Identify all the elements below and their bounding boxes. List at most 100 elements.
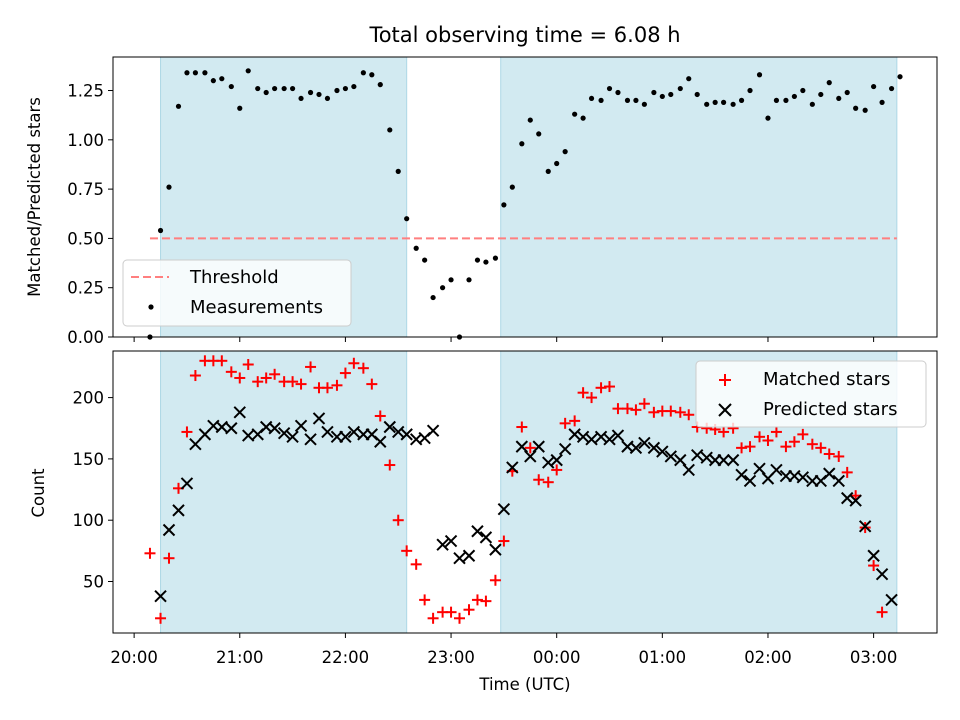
matched-star-point <box>480 595 492 607</box>
measurement-point <box>387 127 393 133</box>
predicted-star-point <box>585 433 598 446</box>
predicted-star-point <box>770 463 783 477</box>
measurement-point <box>809 101 815 107</box>
measurement-point <box>686 76 692 82</box>
predicted-star-point <box>180 477 194 490</box>
measurement-point <box>377 82 383 88</box>
matched-star-point <box>189 370 201 382</box>
predicted-star-point <box>849 494 862 507</box>
matched-star-point <box>876 606 888 618</box>
measurement-point <box>844 89 850 96</box>
predicted-star-point <box>638 436 651 450</box>
measurement-point <box>430 294 436 301</box>
measurement-point <box>773 97 780 103</box>
measurement-point <box>263 89 269 96</box>
matched-star-point <box>392 514 404 526</box>
x-tick-label: 21:00 <box>216 648 264 667</box>
measurement-point <box>730 101 736 107</box>
measurement-point <box>351 83 357 90</box>
measurement-point <box>422 257 428 263</box>
matched-star-point <box>471 594 483 606</box>
matched-star-point <box>604 381 616 393</box>
measurement-point <box>413 245 419 251</box>
measurement-point <box>404 216 410 222</box>
measurement-point <box>175 103 182 109</box>
predicted-star-point <box>885 593 898 607</box>
matched-star-point <box>419 594 431 606</box>
predicted-star-point <box>400 428 413 441</box>
y-tick-label: 0.50 <box>67 229 104 248</box>
predicted-star-point <box>823 467 836 480</box>
measurement-point <box>448 277 454 283</box>
matched-star-point <box>427 612 439 624</box>
matched-star-point <box>744 441 756 453</box>
measurement-point <box>712 99 718 105</box>
measurement-point <box>501 202 507 208</box>
matched-star-point <box>155 612 167 624</box>
predicted-star-point <box>426 424 440 437</box>
predicted-star-point <box>743 474 757 488</box>
predicted-star-point <box>735 468 748 482</box>
predicted-star-point <box>726 453 740 467</box>
chart-title: Total observing time = 6.08 h <box>368 23 680 47</box>
measurement-point <box>888 85 895 92</box>
matched-star-point <box>242 358 254 370</box>
predicted-star-point <box>225 422 238 435</box>
measurement-point <box>826 80 832 86</box>
matched-star-point <box>736 442 748 454</box>
matched-star-point <box>770 426 782 438</box>
predicted-star-point <box>321 425 334 439</box>
matched-star-point <box>595 382 607 394</box>
predicted-star-point <box>550 453 563 467</box>
matched-star-point <box>841 466 853 478</box>
measurement-point <box>202 70 208 76</box>
predicted-star-point <box>858 520 872 533</box>
x-tick-label: 03:00 <box>850 648 898 667</box>
matched-star-point <box>384 459 396 471</box>
measurement-point <box>897 74 903 80</box>
measurement-point <box>580 115 586 121</box>
matched-star-point <box>806 438 818 450</box>
predicted-star-point <box>690 449 704 462</box>
measurement-point <box>369 72 375 78</box>
predicted-star-point <box>462 549 476 562</box>
predicted-star-point <box>277 426 291 440</box>
measurement-point <box>651 89 657 96</box>
measurement-point <box>289 85 296 92</box>
matched-star-point <box>823 448 835 460</box>
predicted-star-point <box>717 453 730 467</box>
measurement-point <box>255 85 261 92</box>
predicted-star-point <box>453 552 466 565</box>
predicted-star-point <box>664 450 677 463</box>
measurement-point <box>324 95 331 102</box>
predicted-star-point <box>682 463 695 477</box>
measurement-point <box>474 257 481 263</box>
measurement-point <box>281 85 287 92</box>
x-tick-label: 01:00 <box>639 648 687 667</box>
matched-star-point <box>524 442 536 454</box>
matched-star-point <box>357 362 369 374</box>
bottom-axes: 50 100 150 200 20:00 21:00 22:00 23:00 00:00 01:… <box>29 350 938 694</box>
legend-predicted-label: Predicted stars <box>763 399 897 420</box>
measurement-point <box>228 83 234 90</box>
measurement-point <box>272 85 278 92</box>
legend-predicted-swatch <box>718 403 732 417</box>
matched-star-point <box>577 387 589 399</box>
matched-star-point <box>331 379 343 391</box>
measurement-point <box>641 101 647 107</box>
predicted-star-point <box>875 567 889 581</box>
predicted-star-point <box>532 440 545 453</box>
predicted-star-point <box>268 422 281 435</box>
legend-matched-swatch <box>719 374 731 386</box>
measurement-point <box>237 105 243 111</box>
measurement-point <box>588 95 595 102</box>
y-tick-label: 150 <box>73 450 105 469</box>
measurement-point <box>598 97 604 103</box>
predicted-star-point <box>444 534 458 548</box>
measurement-point <box>783 97 789 103</box>
measurement-point <box>360 70 366 76</box>
top-y-axis-label: Matched/Predicted stars <box>25 97 44 297</box>
predicted-star-point <box>471 525 484 538</box>
matched-star-point <box>225 366 237 378</box>
measurement-point <box>519 141 525 147</box>
